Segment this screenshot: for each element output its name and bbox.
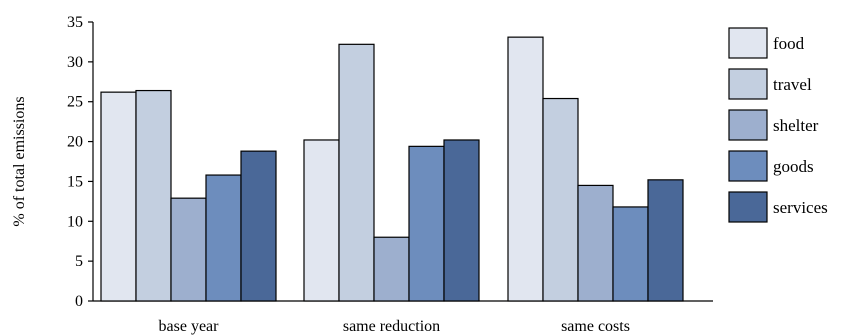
x-tick-label: same costs [561, 318, 630, 335]
bar-goods-same-costs [612, 206, 649, 302]
x-tick-labels: base year same reduction same costs [159, 318, 630, 335]
bar-goods-base-year [205, 174, 242, 302]
bar-travel-base-year [135, 89, 172, 302]
y-tick-label: 30 [67, 54, 83, 71]
legend-swatch-goods [728, 150, 768, 182]
y-tick-label: 20 [67, 134, 83, 151]
legend-label-food: food [773, 34, 805, 53]
legend-label-shelter: shelter [773, 116, 819, 135]
bar-travel-same-reduction [338, 43, 375, 302]
legend-swatch-travel [728, 68, 768, 100]
y-tick-label: 35 [67, 14, 83, 31]
bar-shelter-same-costs [577, 184, 614, 302]
y-tick-label: 15 [67, 173, 83, 190]
bar-food-base-year [100, 91, 137, 302]
y-tick-label: 10 [67, 213, 83, 230]
bar-shelter-same-reduction [373, 236, 410, 302]
chart-legend: food travel shelter goods services [728, 27, 828, 223]
y-axis-title: % of total emissions [11, 96, 28, 226]
bar-travel-same-costs [542, 97, 579, 302]
bar-services-same-reduction [443, 139, 480, 302]
y-tick-label: 5 [75, 253, 83, 270]
y-tick-label: 0 [75, 293, 83, 310]
legend-swatch-services [728, 191, 768, 223]
x-tick-label: base year [159, 318, 220, 335]
bar-food-same-costs [507, 36, 544, 302]
chart-bars [100, 36, 684, 302]
legend-swatch-food [728, 27, 768, 59]
legend-label-goods: goods [773, 157, 814, 176]
bar-shelter-base-year [170, 197, 207, 302]
legend-swatch-shelter [728, 109, 768, 141]
bar-food-same-reduction [303, 139, 340, 302]
bar-goods-same-reduction [408, 145, 445, 302]
bar-services-same-costs [647, 179, 684, 302]
x-tick-label: same reduction [343, 318, 440, 335]
y-tick-label: 25 [67, 94, 83, 111]
legend-label-travel: travel [773, 75, 812, 94]
bar-services-base-year [240, 150, 277, 302]
legend-label-services: services [773, 198, 828, 217]
